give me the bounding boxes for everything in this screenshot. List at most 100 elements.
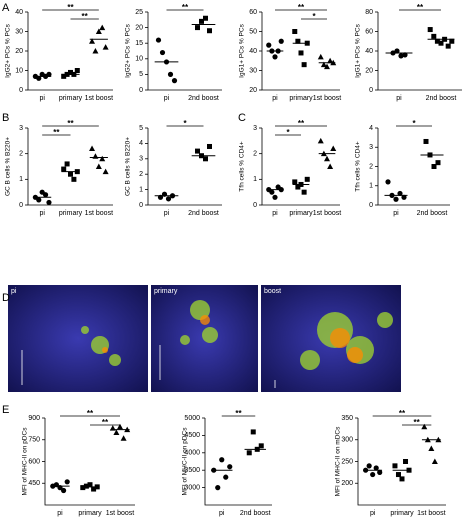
x-tick-label: pi: [164, 210, 170, 217]
x-tick-label: pi: [396, 95, 402, 102]
scale-bar: [21, 345, 276, 388]
data-point: [64, 479, 70, 485]
data-point: [36, 197, 42, 203]
y-tick-label: 2: [369, 163, 373, 170]
data-point: [95, 163, 102, 169]
x-tick-label: pi: [57, 510, 63, 517]
y-tick-label: 40: [249, 48, 257, 55]
data-point: [327, 57, 334, 64]
data-point: [83, 483, 89, 489]
data-point: [207, 28, 212, 34]
data-point: [102, 168, 109, 175]
data-point: [272, 54, 278, 60]
x-tick-label: pi: [393, 210, 399, 217]
x-tick-label: primary: [289, 95, 313, 102]
x-tick-label: 2nd boost: [188, 210, 219, 217]
data-point: [258, 443, 264, 449]
y-axis-label: IgG2+ PCs % PCs: [125, 23, 132, 77]
y-tick-label: 5: [139, 125, 143, 132]
y-axis-label: IgG1+ PCs % PCs: [239, 23, 246, 77]
data-point: [171, 78, 178, 84]
data-point: [199, 18, 204, 24]
y-tick-label: 20: [135, 24, 143, 31]
y-tick-label: 4000: [184, 450, 200, 457]
x-tick-label: 2nd boost: [188, 95, 219, 102]
y-tick-label: 3: [139, 156, 143, 163]
significance-label: *: [183, 119, 187, 128]
data-point: [373, 465, 379, 471]
panel-letter: B: [2, 112, 9, 124]
y-axis-label: MFI of MHC-II on pDCs: [182, 427, 189, 496]
data-point: [207, 143, 212, 149]
y-tick-label: 40: [15, 9, 23, 16]
data-point: [203, 15, 208, 21]
y-tick-label: 300: [341, 437, 353, 444]
data-point: [36, 75, 42, 81]
significance-label: **: [87, 409, 94, 418]
data-point: [427, 27, 433, 33]
data-point: [42, 192, 49, 198]
data-point: [403, 459, 409, 464]
significance-label: *: [412, 119, 416, 128]
y-tick-label: 10: [15, 67, 23, 74]
data-point: [295, 184, 301, 190]
y-axis-label: GC B cells % B220+: [5, 137, 12, 196]
y-tick-label: 0: [139, 202, 143, 209]
y-tick-label: 50: [249, 28, 257, 35]
data-point: [435, 160, 441, 166]
x-tick-label: primary: [59, 95, 83, 102]
data-point: [320, 61, 327, 68]
data-point: [61, 166, 67, 172]
y-tick-label: 1: [19, 176, 23, 183]
y-tick-label: 20: [365, 67, 373, 74]
data-point: [393, 196, 399, 202]
data-point: [155, 37, 162, 43]
data-point: [167, 71, 174, 77]
significance-label: **: [182, 3, 189, 12]
data-point: [64, 161, 70, 167]
data-point: [377, 469, 383, 475]
significance-label: **: [67, 119, 74, 128]
y-tick-label: 2: [253, 151, 257, 158]
data-point: [428, 445, 435, 451]
data-point: [223, 474, 229, 480]
data-point: [266, 42, 272, 48]
data-point: [398, 53, 404, 59]
data-point: [292, 179, 298, 185]
data-point: [46, 71, 52, 77]
y-tick-label: 3: [369, 144, 373, 151]
data-point: [250, 429, 256, 435]
panel-letter: D: [2, 292, 10, 304]
axis: [147, 12, 222, 91]
micrograph: [8, 285, 148, 392]
axis: [377, 12, 462, 91]
y-tick-label: 3: [253, 125, 257, 132]
y-tick-label: 20: [249, 87, 257, 94]
data-point: [68, 171, 73, 177]
data-point: [317, 137, 324, 144]
data-point: [395, 472, 401, 478]
y-tick-label: 80: [365, 9, 373, 16]
data-point: [298, 50, 304, 56]
x-tick-label: 1st boost: [313, 95, 341, 102]
panel-letter: E: [2, 404, 9, 416]
y-tick-label: 20: [15, 48, 23, 55]
data-point: [195, 148, 200, 154]
x-tick-label: 1st boost: [106, 510, 134, 517]
data-point: [117, 423, 123, 430]
data-point: [71, 176, 77, 182]
y-tick-label: 0: [369, 87, 373, 94]
y-tick-label: 250: [341, 458, 353, 465]
y-axis-label: MFI of MHC-II on pDCs: [22, 427, 29, 496]
y-tick-label: 60: [365, 28, 373, 35]
data-point: [401, 194, 407, 200]
data-point: [366, 463, 372, 469]
data-point: [431, 33, 437, 39]
data-point: [292, 29, 298, 34]
y-tick-label: 1: [139, 186, 143, 193]
significance-label: *: [312, 12, 316, 21]
y-tick-label: 2: [19, 151, 23, 158]
x-tick-label: 1st boost: [313, 210, 341, 217]
data-point: [68, 69, 73, 75]
